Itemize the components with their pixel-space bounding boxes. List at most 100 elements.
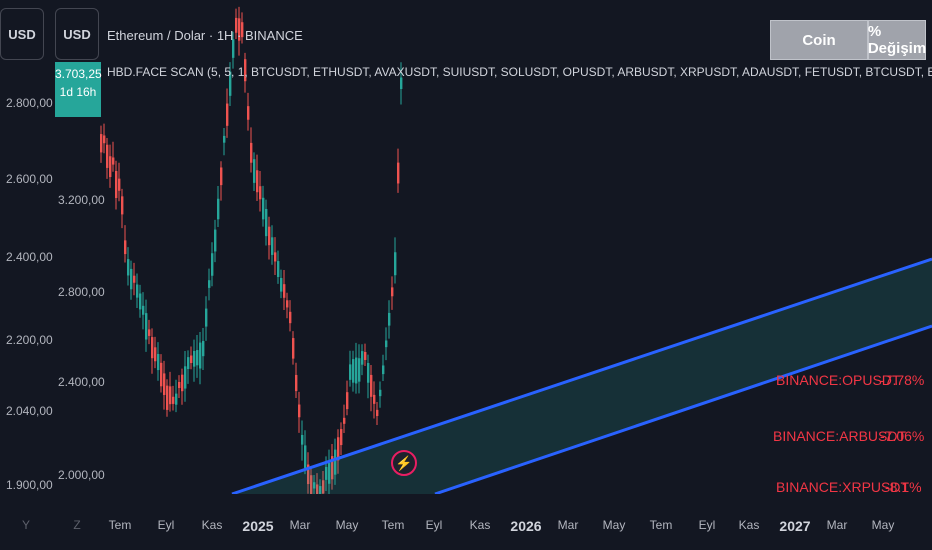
candle-body (370, 374, 373, 397)
candle-body (337, 437, 340, 461)
candle-body (136, 284, 139, 298)
time-axis-label: Eyl (425, 518, 443, 532)
candle-body (178, 382, 181, 389)
trend-channel[interactable] (0, 0, 932, 494)
candle-body (340, 429, 343, 446)
lightning-bolt-icon[interactable]: ⚡ (391, 450, 417, 476)
table-header-change: % Değişim (868, 20, 926, 60)
candle-body (349, 364, 352, 380)
candle-body (169, 386, 172, 405)
candle-body (316, 484, 319, 494)
candle-body (220, 167, 223, 186)
table-header-coin: Coin (770, 20, 868, 60)
time-axis-label: Tem (381, 518, 405, 532)
candle-body (139, 293, 142, 310)
candle-body (106, 144, 109, 168)
last-price: 3.703,25 (55, 67, 102, 81)
candle-body (379, 389, 382, 397)
table-row-change: -8.1% (885, 479, 922, 494)
candle-body (352, 359, 355, 383)
left-axis-label: 1.900,00 (6, 478, 53, 492)
candle-body (157, 354, 160, 371)
currency-button-left[interactable]: USD (0, 8, 44, 60)
candle-body (271, 237, 274, 255)
candle-body (103, 135, 106, 144)
candle-body (124, 240, 127, 255)
time-axis-label: Kas (201, 518, 223, 532)
candle-body (277, 261, 280, 277)
candle-body (259, 186, 262, 200)
candle-body (202, 341, 205, 357)
candle-body (253, 159, 256, 183)
channel-lower-line (434, 324, 932, 494)
time-axis-label: Kas (738, 518, 760, 532)
candle-body (244, 59, 247, 82)
chart-area[interactable]: 2.800,00 2.600,00 2.400,00 2.200,00 2.04… (0, 0, 932, 494)
candle-body (310, 475, 313, 494)
candle-body (232, 39, 235, 58)
time-axis-label: May (871, 518, 895, 532)
channel-upper-line (231, 257, 932, 494)
candle-body (112, 157, 115, 165)
candle-body (301, 434, 304, 445)
candle-body (394, 252, 397, 276)
candle-body (121, 196, 124, 215)
table-row-change: -7.78% (880, 372, 925, 388)
candle-body (238, 18, 241, 41)
left-axis-label: 2.040,00 (6, 404, 53, 418)
candle-body (100, 134, 103, 153)
candle-body (355, 357, 358, 384)
candle-body (325, 466, 328, 480)
candle-body (223, 135, 226, 143)
candle-body (127, 259, 130, 276)
time-axis-label: Mar (289, 518, 311, 532)
candle-body (307, 464, 310, 485)
candle-body (109, 156, 112, 178)
candle-body (265, 208, 268, 237)
time-axis[interactable] (0, 494, 932, 550)
candle-body (400, 77, 403, 90)
time-axis-label: Eyl (698, 518, 716, 532)
candle-body (214, 229, 217, 252)
left-axis-label: 2.600,00 (6, 172, 53, 186)
left-axis-label: 2.400,00 (6, 250, 53, 264)
candle-body (235, 17, 238, 33)
time-axis-label: Kas (469, 518, 491, 532)
candle-body (190, 355, 193, 364)
time-axis-label: Mar (826, 518, 848, 532)
time-axis-label: 2025 (242, 518, 274, 534)
left-axis-label: 2.800,00 (6, 96, 53, 110)
symbol-title[interactable]: Ethereum / Dolar · 1H · BINANCE (107, 28, 303, 43)
time-nav-right[interactable]: Z (73, 518, 81, 532)
inner-axis-label: 2.800,00 (58, 285, 105, 299)
candle-body (280, 278, 283, 292)
table-row-symbol: BINANCE:XRPUSDT (776, 479, 910, 494)
candle-body (319, 486, 322, 494)
candle-body (148, 329, 151, 336)
candle-body (262, 197, 265, 220)
candle-body (181, 374, 184, 392)
indicator-label[interactable]: HBD.FACE SCAN (5, 5, 1, BTCUSDT, ETHUSDT… (107, 65, 932, 79)
candle-body (163, 373, 166, 395)
candle-body (208, 280, 211, 288)
time-axis-label: May (335, 518, 359, 532)
candle-body (250, 142, 253, 163)
candle-body (334, 449, 337, 475)
candle-body (361, 351, 364, 365)
time-axis-label: Eyl (157, 518, 175, 532)
candle-body (289, 311, 292, 324)
candle-body (295, 374, 298, 392)
time-axis-label: May (602, 518, 626, 532)
candle-body (205, 308, 208, 327)
candle-body (373, 394, 376, 404)
candle-body (118, 178, 121, 191)
candle-body (391, 287, 394, 297)
currency-button-right[interactable]: USD (55, 8, 99, 60)
candle-body (133, 275, 136, 283)
time-nav-left[interactable]: Y (21, 518, 31, 532)
table-row-change: -7.06% (880, 428, 925, 444)
candle-body (142, 305, 145, 315)
candle-body (286, 300, 289, 308)
candle-body (268, 226, 271, 246)
bar-countdown: 1d 16h (59, 85, 97, 99)
